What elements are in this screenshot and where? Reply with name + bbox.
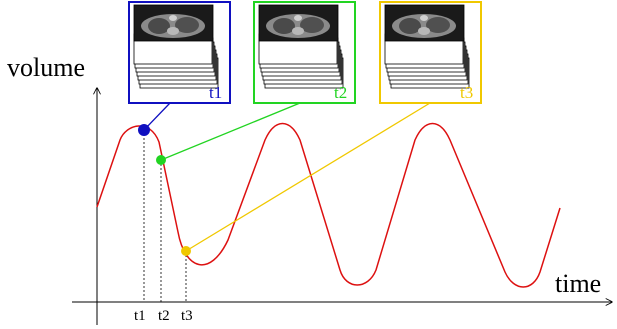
ct-slice-stack-image — [133, 4, 219, 89]
t2-sample-point — [156, 155, 166, 165]
y-axis-label: volume — [7, 53, 85, 82]
ct-slice-stack-image — [258, 4, 344, 89]
frame-label-t1: t1 — [209, 83, 222, 102]
ct-slice-stack-image — [384, 4, 470, 89]
t3-connector — [185, 102, 431, 252]
t2-connector — [160, 102, 301, 161]
volume-curve — [96, 122, 561, 288]
t1-connector — [143, 102, 171, 131]
frame-label-t2: t2 — [334, 83, 347, 102]
time-markers — [143, 130, 187, 302]
frame-t3: t3 — [379, 1, 482, 104]
x-axis-label: time — [555, 269, 601, 298]
frame-t2: t2 — [253, 1, 356, 104]
tick-label-t1: t1 — [134, 308, 146, 324]
frame-label-t3: t3 — [460, 83, 473, 102]
tick-label-t2: t2 — [158, 308, 170, 324]
tick-label-t3: t3 — [181, 308, 193, 324]
t1-sample-point — [138, 124, 150, 136]
frame-t1: t1 — [128, 1, 231, 104]
t3-sample-point — [181, 246, 191, 256]
